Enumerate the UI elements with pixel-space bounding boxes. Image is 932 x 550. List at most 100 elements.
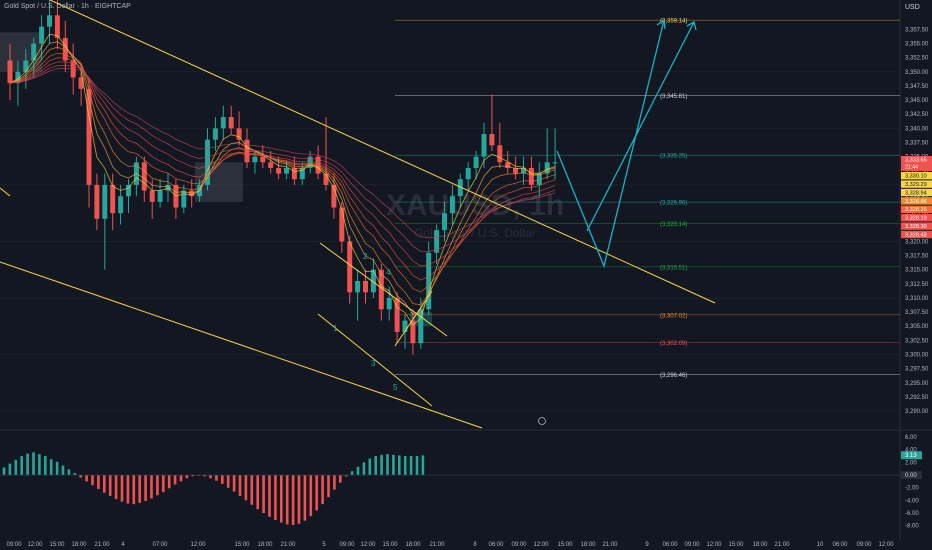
oscillator-bar bbox=[197, 475, 200, 476]
price-tag bbox=[901, 197, 932, 205]
candle-body bbox=[370, 269, 376, 293]
candle-body bbox=[355, 281, 361, 293]
oscillator-bar bbox=[409, 456, 413, 476]
wave-label: 4 bbox=[386, 268, 391, 277]
price-tag-label: 3,329.29 bbox=[905, 182, 927, 188]
price-tag bbox=[901, 205, 932, 213]
candle-body bbox=[157, 190, 163, 202]
candle-body bbox=[528, 167, 534, 185]
price-tick-label: 3,347.50 bbox=[905, 84, 929, 90]
oscillator-bar bbox=[356, 466, 360, 476]
candle-body bbox=[181, 190, 187, 208]
candle-body bbox=[299, 167, 305, 180]
candle-body bbox=[78, 77, 84, 89]
candle-body bbox=[118, 196, 124, 214]
oscillator-bar bbox=[315, 475, 318, 511]
candle bbox=[426, 241, 432, 315]
oscillator-bar bbox=[114, 475, 118, 500]
price-tick-label: 3,297.50 bbox=[905, 367, 929, 373]
candle-body bbox=[94, 184, 100, 219]
candle-body bbox=[126, 184, 131, 197]
candle-body bbox=[513, 167, 519, 174]
candle bbox=[284, 162, 289, 180]
price-tick-label: 3,290.00 bbox=[905, 409, 929, 415]
symbol-title: Gold Spot / U.S. Dollar · 1h · EIGHTCAP bbox=[4, 3, 131, 10]
candle bbox=[307, 150, 313, 174]
price-level-label: (3,359.14) bbox=[660, 19, 687, 25]
price-tick-label: 3,300.00 bbox=[905, 353, 929, 359]
price-tag bbox=[901, 156, 932, 171]
time-tick-label: 12:00 bbox=[27, 542, 43, 548]
candle bbox=[552, 128, 558, 180]
oscillator-bar bbox=[73, 473, 77, 476]
oscillator-bar bbox=[392, 454, 395, 476]
oscillator-bar bbox=[380, 454, 383, 476]
candle bbox=[54, 0, 60, 50]
candle bbox=[521, 156, 526, 185]
candle-body bbox=[110, 184, 116, 214]
candle bbox=[544, 128, 550, 180]
price-tag-label: 3,328.26 bbox=[905, 207, 927, 213]
oscillator-bar bbox=[191, 475, 195, 477]
candle-body bbox=[276, 167, 282, 174]
oscillator-bar bbox=[185, 475, 189, 479]
price-tick-label: 3,320.00 bbox=[905, 239, 929, 245]
candle-body bbox=[236, 128, 242, 140]
price-tick-label: 3,307.50 bbox=[905, 310, 929, 316]
oscillator-bar bbox=[126, 475, 130, 504]
candle bbox=[149, 179, 155, 219]
candle bbox=[434, 224, 440, 265]
currency-label[interactable]: USD bbox=[905, 4, 920, 11]
oscillator-tick-label: -4.00 bbox=[905, 498, 919, 504]
oscillator-bar bbox=[108, 475, 112, 496]
oscillator-bar bbox=[67, 469, 71, 476]
oscillator-bar bbox=[221, 475, 224, 484]
oscillator-bar bbox=[350, 471, 354, 476]
time-tick-label: 18:00 bbox=[257, 542, 273, 548]
oscillator-bar bbox=[327, 475, 330, 498]
candle bbox=[165, 173, 171, 202]
ma-line bbox=[9, 64, 556, 252]
oscillator-bar bbox=[291, 475, 295, 526]
oscillator-bar bbox=[403, 456, 407, 476]
time-tick-label: 09:00 bbox=[511, 542, 527, 548]
oscillator-bar bbox=[103, 475, 106, 493]
oscillator-bar bbox=[38, 454, 41, 476]
ma-line bbox=[9, 33, 556, 326]
oscillator-bar bbox=[215, 475, 218, 481]
oscillator-bar bbox=[55, 461, 59, 476]
oscillator-bar bbox=[274, 475, 277, 520]
time-tick-label: 18:00 bbox=[752, 542, 768, 548]
candle bbox=[370, 258, 376, 298]
candle-body bbox=[291, 167, 297, 180]
candle-body bbox=[449, 196, 455, 214]
oscillator-tick-label: 2.00 bbox=[905, 460, 917, 466]
time-tick-label: 12:00 bbox=[190, 542, 206, 548]
wave-label: 5 bbox=[393, 383, 398, 392]
time-tick-label: 06:00 bbox=[662, 542, 678, 548]
candle bbox=[536, 162, 542, 197]
candle bbox=[457, 173, 463, 208]
oscillator-bar bbox=[374, 456, 377, 476]
oscillator-bar bbox=[303, 475, 307, 521]
oscillator-bar bbox=[132, 475, 136, 505]
zero-tag-label: 0.00 bbox=[905, 473, 917, 479]
arrow-head bbox=[686, 21, 697, 31]
oscillator-bar bbox=[150, 475, 153, 499]
oscillator-tick-label: -6.00 bbox=[905, 511, 919, 517]
ma-line bbox=[9, 61, 556, 267]
arrow-head bbox=[656, 18, 666, 30]
time-tick-label: 09:00 bbox=[684, 542, 700, 548]
candle-body bbox=[102, 184, 108, 219]
oscillator-bar bbox=[339, 475, 342, 483]
candle bbox=[410, 309, 416, 355]
candle-body bbox=[86, 88, 92, 185]
oscillator-bar bbox=[244, 475, 248, 501]
candle bbox=[118, 184, 124, 225]
time-tick-label: 15:00 bbox=[49, 542, 65, 548]
time-axis: 09:00 12:00 15:00 18:00 21:00 4 07:00 12:00 15:0… bbox=[6, 542, 894, 548]
oscillator-bar bbox=[14, 459, 18, 476]
candle bbox=[299, 162, 305, 185]
oscillator-tick-label: -2.00 bbox=[905, 486, 919, 492]
